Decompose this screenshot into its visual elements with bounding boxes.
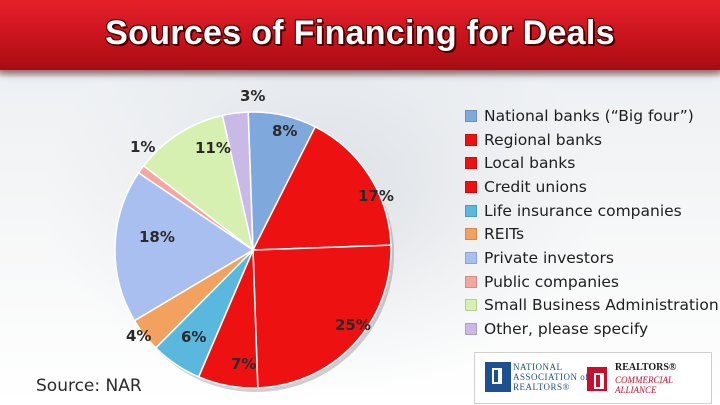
pie-slice-label-8: 1% [130,138,155,156]
pie-slice-7 [114,171,255,322]
legend-swatch [465,109,477,122]
legend-label: Credit unions [484,177,587,196]
legend-swatch [465,180,477,193]
legend-label: National banks (“Big four”) [484,106,694,125]
legend-swatch [465,323,477,336]
title-bar: Sources of Financing for Deals [0,0,720,78]
legend-item-2: Regional banks [465,128,719,152]
pie-slice-label-6: 4% [126,327,151,345]
source-note: Source: NAR [36,376,142,396]
legend-swatch [465,228,477,241]
pie-slice-label-9: 11% [195,139,231,157]
nar-logo-line3: REALTORS® [513,382,570,392]
legend-item-1: National banks (“Big four”) [465,104,719,128]
legend-label: REITs [484,225,525,244]
legend-item-9: Small Business Administration [465,294,719,318]
pie-slice-label-1: 8% [272,122,297,140]
partner-logo-line1: REALTORS® [615,362,677,373]
logo-panel: NATIONAL ASSOCIATION of REALTORS® REALTO… [474,352,712,404]
pie-slice-2 [251,125,392,251]
legend-swatch [465,157,477,170]
legend-item-5: Life insurance companies [465,199,719,223]
pie-slice-3 [252,244,392,389]
legend-label: Life insurance companies [484,201,682,220]
legend-item-7: Private investors [465,246,719,270]
legend-label: Private investors [484,248,614,267]
pie-slice-label-10: 3% [240,87,265,105]
legend-label: Local banks [484,154,576,173]
legend-label: Regional banks [484,130,603,149]
nar-logo-line2: ASSOCIATION of [513,372,589,382]
legend-swatch [465,275,477,288]
legend-item-4: Credit unions [465,175,719,199]
alliance-logo-icon [587,367,607,391]
pie-slice-label-5: 6% [181,328,206,346]
pie-slice-label-4: 7% [231,355,256,373]
legend-swatch [465,133,477,146]
nar-logo-line1: NATIONAL [513,362,563,372]
legend-label: Public companies [484,272,619,291]
legend-swatch [465,204,477,217]
nar-logo-icon [485,362,511,392]
legend-swatch [465,251,477,264]
pie-slice-label-7: 18% [139,228,175,246]
partner-logo-line2: COMMERCIAL ALLIANCE [615,375,673,395]
legend-item-8: Public companies [465,270,719,294]
pie-slice-9 [142,114,255,252]
page-title: Sources of Financing for Deals [105,14,615,52]
legend-label: Small Business Administration [484,296,719,315]
pie-slice-label-2: 17% [358,187,394,205]
pie-slice-label-3: 25% [335,316,371,334]
legend-item-6: REITs [465,222,719,246]
legend-swatch [465,299,477,312]
chart-legend: National banks (“Big four”) Regional bank… [465,104,719,341]
legend-item-3: Local banks [465,151,719,175]
pie-slice-10 [221,111,254,251]
legend-label: Other, please specify [484,320,649,339]
legend-item-10: Other, please specify [465,317,719,341]
